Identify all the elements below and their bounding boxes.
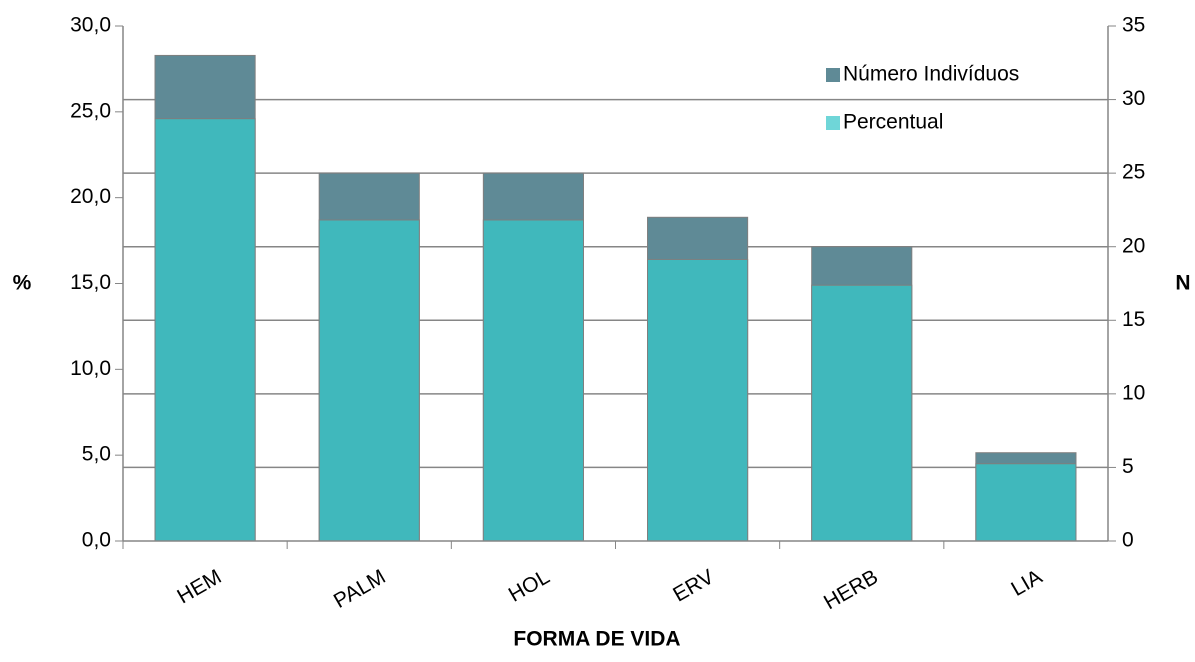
y-tick-label: 20,0 <box>70 185 111 208</box>
y2-tick-label: 15 <box>1122 308 1145 331</box>
y-tick-label: 25,0 <box>70 99 111 122</box>
y-tick-label: 30,0 <box>70 14 111 37</box>
bar <box>482 219 584 542</box>
y2-tick-label: 30 <box>1122 87 1145 110</box>
y-tick-label: 0,0 <box>82 529 111 552</box>
legend-swatch <box>826 116 840 130</box>
y2-tick-label: 20 <box>1122 234 1145 257</box>
x-axis-label: FORMA DE VIDA <box>513 628 680 651</box>
x-tick-label: ERV <box>669 565 718 606</box>
y2-tick-label: 5 <box>1122 455 1134 478</box>
y2-axis-label: N <box>1175 272 1190 295</box>
bar <box>647 258 749 542</box>
legend-label: Percentual <box>843 111 943 134</box>
x-tick-label: HOL <box>505 565 554 607</box>
x-tick-label: HERB <box>820 565 882 614</box>
y-axis-label: % <box>13 272 32 295</box>
x-tick-label: PALM <box>330 565 390 613</box>
y-tick-label: 10,0 <box>70 357 111 380</box>
y2-tick-label: 35 <box>1122 14 1145 37</box>
x-tick-label: LIA <box>1007 565 1046 601</box>
y2-tick-label: 0 <box>1122 529 1134 552</box>
y-tick-label: 5,0 <box>82 443 111 466</box>
y2-tick-label: 25 <box>1122 161 1145 184</box>
x-tick-label: HEM <box>173 565 225 608</box>
legend-label: Número Indivíduos <box>843 63 1019 86</box>
bar <box>811 284 913 542</box>
legend-swatch <box>826 68 840 82</box>
bar <box>975 463 1077 542</box>
bar <box>154 118 256 542</box>
y-tick-label: 15,0 <box>70 271 111 294</box>
bar <box>318 219 420 542</box>
y2-tick-label: 10 <box>1122 381 1145 404</box>
